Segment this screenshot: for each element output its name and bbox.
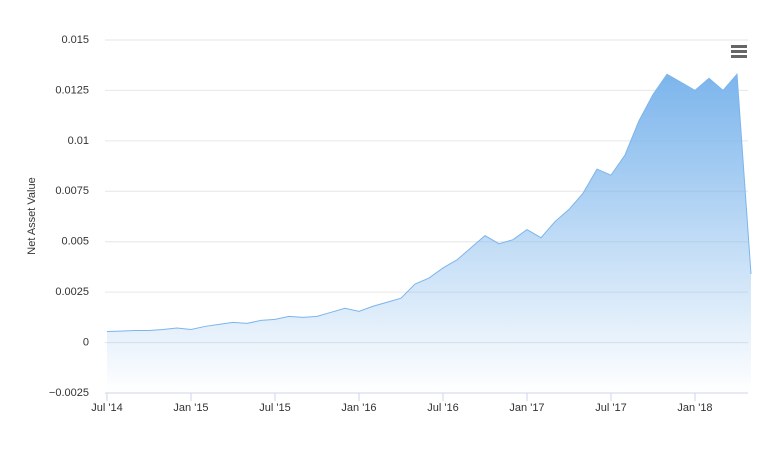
y-tick-label: 0.0025 [55,286,89,298]
x-tick-label: Jul '17 [595,402,626,414]
y-tick-label: 0.015 [61,34,89,46]
x-tick-label: Jul '15 [259,402,290,414]
menu-bar [731,45,747,48]
x-tick-label: Jan '17 [509,402,544,414]
area-line [106,73,752,332]
y-tick-label: 0.01 [68,135,89,147]
x-tick-label: Jan '16 [341,402,376,414]
x-tick-label: Jul '14 [91,402,122,414]
menu-bar [731,50,747,53]
y-tick-label: 0 [83,336,89,348]
y-tick-label: 0.005 [61,236,89,248]
y-tick-label: 0.0125 [55,84,89,96]
y-axis-label: Net Asset Value [26,177,38,254]
x-tick-label: Jan '18 [677,402,712,414]
y-tick-label: 0.0075 [55,185,89,197]
menu-bar [731,55,747,58]
x-tick-label: Jan '15 [173,402,208,414]
menu-button[interactable] [728,42,750,62]
x-tick-label: Jul '16 [427,402,458,414]
y-tick-label: −0.0025 [49,387,89,399]
area-fill [107,74,751,393]
